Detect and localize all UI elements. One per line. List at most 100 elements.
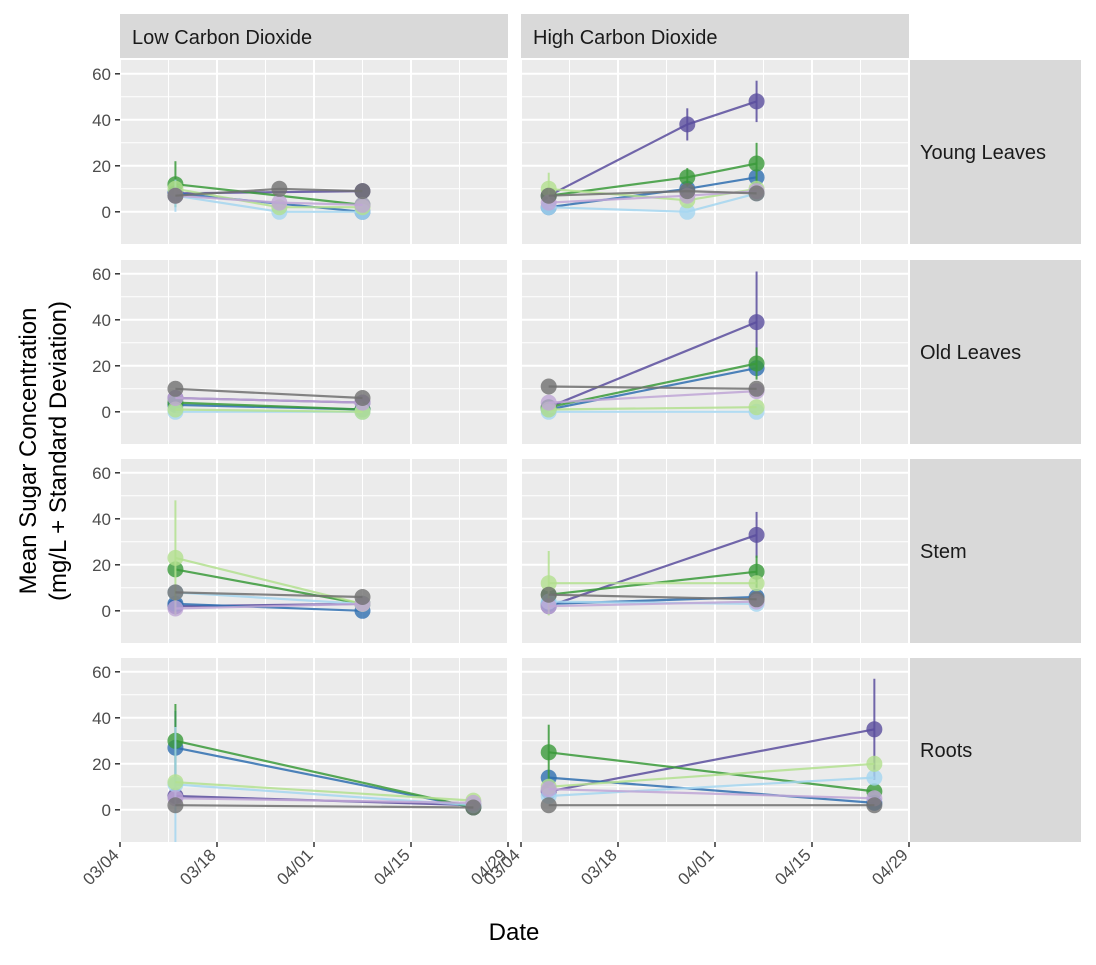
panel-low-carbon-dioxide-old-leaves: 0 20 40 60 bbox=[92, 260, 509, 444]
data-point bbox=[748, 380, 765, 397]
data-point bbox=[748, 526, 765, 543]
series-group-low-carbon-dioxide-old-leaves bbox=[167, 380, 371, 420]
series-line bbox=[548, 406, 757, 411]
y-tick-label: 20 bbox=[92, 157, 111, 176]
series-line bbox=[548, 600, 757, 605]
facet-label-stem: Stem bbox=[920, 541, 967, 563]
data-point bbox=[167, 600, 184, 617]
data-point bbox=[354, 589, 371, 605]
data-point bbox=[271, 180, 288, 197]
data-point bbox=[540, 378, 557, 395]
data-point bbox=[866, 755, 883, 772]
data-point bbox=[748, 314, 765, 331]
y-tick-label: 40 bbox=[92, 510, 111, 529]
data-point bbox=[748, 355, 765, 372]
series-line bbox=[548, 593, 757, 601]
panel-high-carbon-dioxide-old-leaves bbox=[520, 260, 910, 444]
x-tick-label: 03/18 bbox=[577, 845, 621, 889]
y-tick-label: 20 bbox=[92, 755, 111, 774]
series-line bbox=[175, 781, 474, 802]
data-point bbox=[866, 769, 883, 786]
data-point bbox=[679, 116, 696, 133]
series-line bbox=[175, 797, 474, 804]
series-line bbox=[548, 762, 875, 788]
series-group-low-carbon-dioxide-stem bbox=[167, 500, 371, 619]
data-point bbox=[167, 797, 184, 814]
facet-label-young-leaves: Young Leaves bbox=[920, 142, 1046, 164]
series-line bbox=[175, 591, 363, 605]
y-tick-label: 20 bbox=[92, 357, 111, 376]
y-tick-label: 20 bbox=[92, 556, 111, 575]
series-group-high-carbon-dioxide-old-leaves bbox=[540, 271, 765, 420]
x-tick-label: 04/15 bbox=[771, 845, 815, 889]
data-point bbox=[540, 586, 557, 603]
series-line bbox=[548, 321, 758, 409]
data-point bbox=[540, 394, 557, 411]
x-tick-label: 03/18 bbox=[176, 845, 220, 889]
facet-strip-old-leaves bbox=[909, 260, 1081, 444]
panel-low-carbon-dioxide-young-leaves: 0 20 40 60 bbox=[92, 60, 509, 244]
series-line bbox=[548, 776, 875, 804]
data-point bbox=[866, 797, 883, 814]
panel-high-carbon-dioxide-stem bbox=[520, 459, 910, 643]
facet-label-old-leaves: Old Leaves bbox=[920, 342, 1021, 364]
data-point bbox=[748, 185, 765, 202]
series-line bbox=[548, 788, 875, 800]
y-tick-label: 0 bbox=[102, 602, 111, 621]
data-point bbox=[866, 721, 883, 738]
data-point bbox=[167, 380, 184, 397]
series-line bbox=[175, 408, 363, 413]
y-tick-label: 40 bbox=[92, 709, 111, 728]
x-tick-label: 04/01 bbox=[273, 845, 317, 889]
series-line bbox=[548, 600, 757, 608]
x-tick-label: 04/29 bbox=[868, 845, 912, 889]
x-axis-title: Date bbox=[489, 919, 540, 946]
data-point bbox=[540, 744, 557, 761]
data-point bbox=[679, 203, 696, 220]
facet-strip-young-leaves bbox=[909, 60, 1081, 244]
panel-high-carbon-dioxide-young-leaves bbox=[520, 60, 910, 244]
series-line bbox=[175, 602, 363, 612]
series-line bbox=[548, 385, 757, 390]
data-point bbox=[354, 390, 371, 406]
data-point bbox=[167, 549, 184, 566]
y-tick-label: 40 bbox=[92, 111, 111, 130]
facet-label-low-carbon-dioxide: Low Carbon Dioxide bbox=[132, 27, 312, 49]
series-line bbox=[548, 533, 757, 608]
y-axis-title-line: (mg/L + Standard Deviation) bbox=[45, 301, 72, 601]
data-point bbox=[679, 183, 696, 200]
data-point bbox=[679, 169, 696, 186]
series-group-low-carbon-dioxide-roots bbox=[167, 704, 482, 842]
data-point bbox=[540, 187, 557, 204]
data-point bbox=[167, 401, 184, 418]
series-group-high-carbon-dioxide-young-leaves bbox=[540, 80, 765, 220]
data-point bbox=[167, 187, 184, 204]
y-tick-label: 60 bbox=[92, 65, 111, 84]
series-line bbox=[175, 568, 363, 605]
data-point bbox=[465, 799, 482, 816]
data-point bbox=[540, 598, 557, 615]
y-tick-label: 40 bbox=[92, 311, 111, 330]
y-tick-label: 60 bbox=[92, 663, 111, 682]
x-tick-label: 04/15 bbox=[370, 845, 414, 889]
series-line bbox=[175, 739, 474, 809]
y-tick-label: 60 bbox=[92, 265, 111, 284]
facet-strip-high-carbon-dioxide bbox=[521, 14, 909, 58]
series-group-high-carbon-dioxide-stem bbox=[540, 511, 765, 616]
data-point bbox=[354, 183, 371, 200]
series-line bbox=[548, 367, 757, 411]
series-line bbox=[175, 602, 363, 610]
facet-strip-low-carbon-dioxide bbox=[120, 14, 508, 58]
data-point bbox=[354, 196, 371, 213]
y-tick-label: 0 bbox=[102, 403, 111, 422]
series-line bbox=[175, 387, 363, 400]
y-tick-label: 0 bbox=[102, 203, 111, 222]
facet-label-high-carbon-dioxide: High Carbon Dioxide bbox=[533, 27, 718, 49]
series-line bbox=[548, 751, 875, 793]
series-line bbox=[175, 591, 363, 599]
panel-low-carbon-dioxide-stem: 0 20 40 60 bbox=[92, 459, 509, 643]
series-line bbox=[175, 401, 363, 411]
